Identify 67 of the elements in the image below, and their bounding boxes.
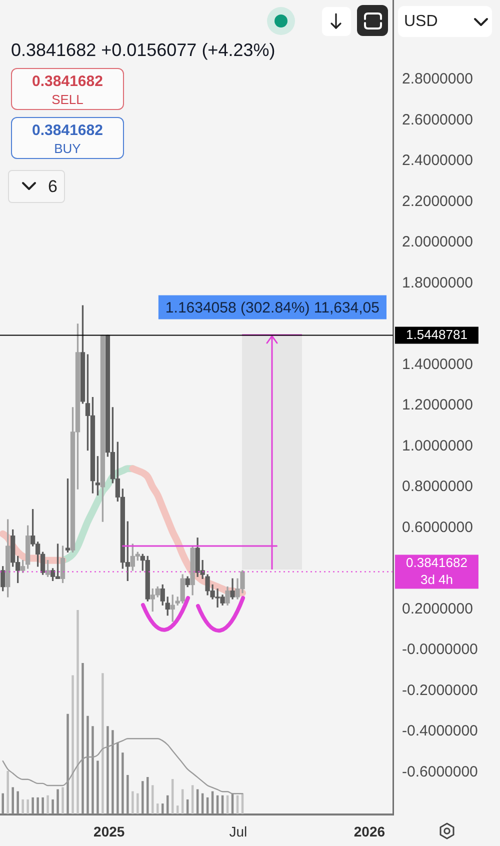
bar	[112, 730, 114, 814]
bar	[66, 714, 69, 814]
annotation: BUY	[53, 141, 82, 156]
bar	[6, 770, 9, 814]
bar	[152, 785, 154, 814]
bar	[136, 793, 139, 814]
bar	[122, 752, 124, 814]
x-tick-label: 2025	[94, 823, 125, 840]
trade-button[interactable]: 0.3841682 BUY	[11, 117, 124, 159]
bar	[42, 797, 44, 814]
bar	[56, 789, 59, 814]
y-tick-label: 1.0000000	[402, 437, 473, 454]
ref-line-label: 0.3841682 3d 4h	[406, 554, 468, 587]
annotation: 1.1634058 (302.84%) 11,634,05	[165, 299, 380, 316]
bar	[146, 777, 149, 814]
bar	[92, 726, 94, 814]
x-tick-label: 2026	[354, 823, 386, 840]
bar	[62, 787, 64, 814]
y-tick-label: 2.0000000	[402, 234, 473, 251]
bar	[72, 675, 74, 814]
y-tick-label: 2.6000000	[402, 111, 473, 128]
bar	[161, 803, 164, 814]
annotation: 0.3841682	[31, 122, 104, 139]
bar	[16, 791, 19, 814]
bar	[2, 793, 4, 814]
bar	[142, 781, 144, 814]
bar	[22, 799, 24, 814]
bar	[96, 760, 99, 814]
y-tick-label: 2.4000000	[402, 152, 473, 170]
bar	[32, 797, 34, 814]
annotation: SELL	[50, 92, 84, 107]
y-tick-label: 2.2000000	[402, 192, 473, 210]
y-tick-label: 1.8000000	[402, 274, 473, 292]
y-tick-label: -0.2000000	[402, 682, 478, 699]
bar	[82, 662, 84, 814]
bar	[12, 787, 14, 814]
fullscreen-button[interactable]	[357, 5, 388, 36]
bar	[46, 795, 49, 814]
trade-button[interactable]: 0.3841682 SELL	[11, 68, 124, 110]
annotation: 0.3841682	[31, 73, 104, 90]
ref-line-label: 1.5448781	[406, 326, 468, 342]
y-tick-label: 1.4000000	[402, 356, 473, 373]
bar	[26, 799, 29, 814]
bar	[126, 774, 129, 814]
text: 0.3841682 +0.0156077 (+4.23%)	[11, 40, 276, 61]
y-tick-label: 2.8000000	[402, 70, 473, 88]
bar	[106, 726, 109, 814]
y-tick-label: 0.2000000	[402, 600, 473, 618]
y-tick-label: -0.0000000	[402, 641, 478, 658]
y-tick-label: 0.6000000	[402, 518, 473, 536]
annotation: 6	[48, 177, 58, 197]
bar	[156, 803, 159, 814]
y-tick-label: -0.4000000	[402, 722, 478, 740]
toggle-button[interactable]: 6	[8, 170, 65, 203]
bar	[86, 716, 89, 814]
x-tick-label: Jul	[229, 823, 248, 840]
scroll-button[interactable]	[322, 7, 351, 36]
bar	[132, 791, 134, 814]
y-tick-label: 0.8000000	[402, 478, 473, 496]
bar	[102, 673, 104, 814]
bar	[116, 742, 119, 814]
y-tick-label: 1.2000000	[402, 396, 473, 414]
bar	[52, 799, 54, 814]
bar	[76, 610, 79, 814]
bar	[36, 797, 39, 814]
y-tick-label: -0.6000000	[402, 763, 478, 780]
dropdown[interactable]: USD	[398, 6, 492, 37]
